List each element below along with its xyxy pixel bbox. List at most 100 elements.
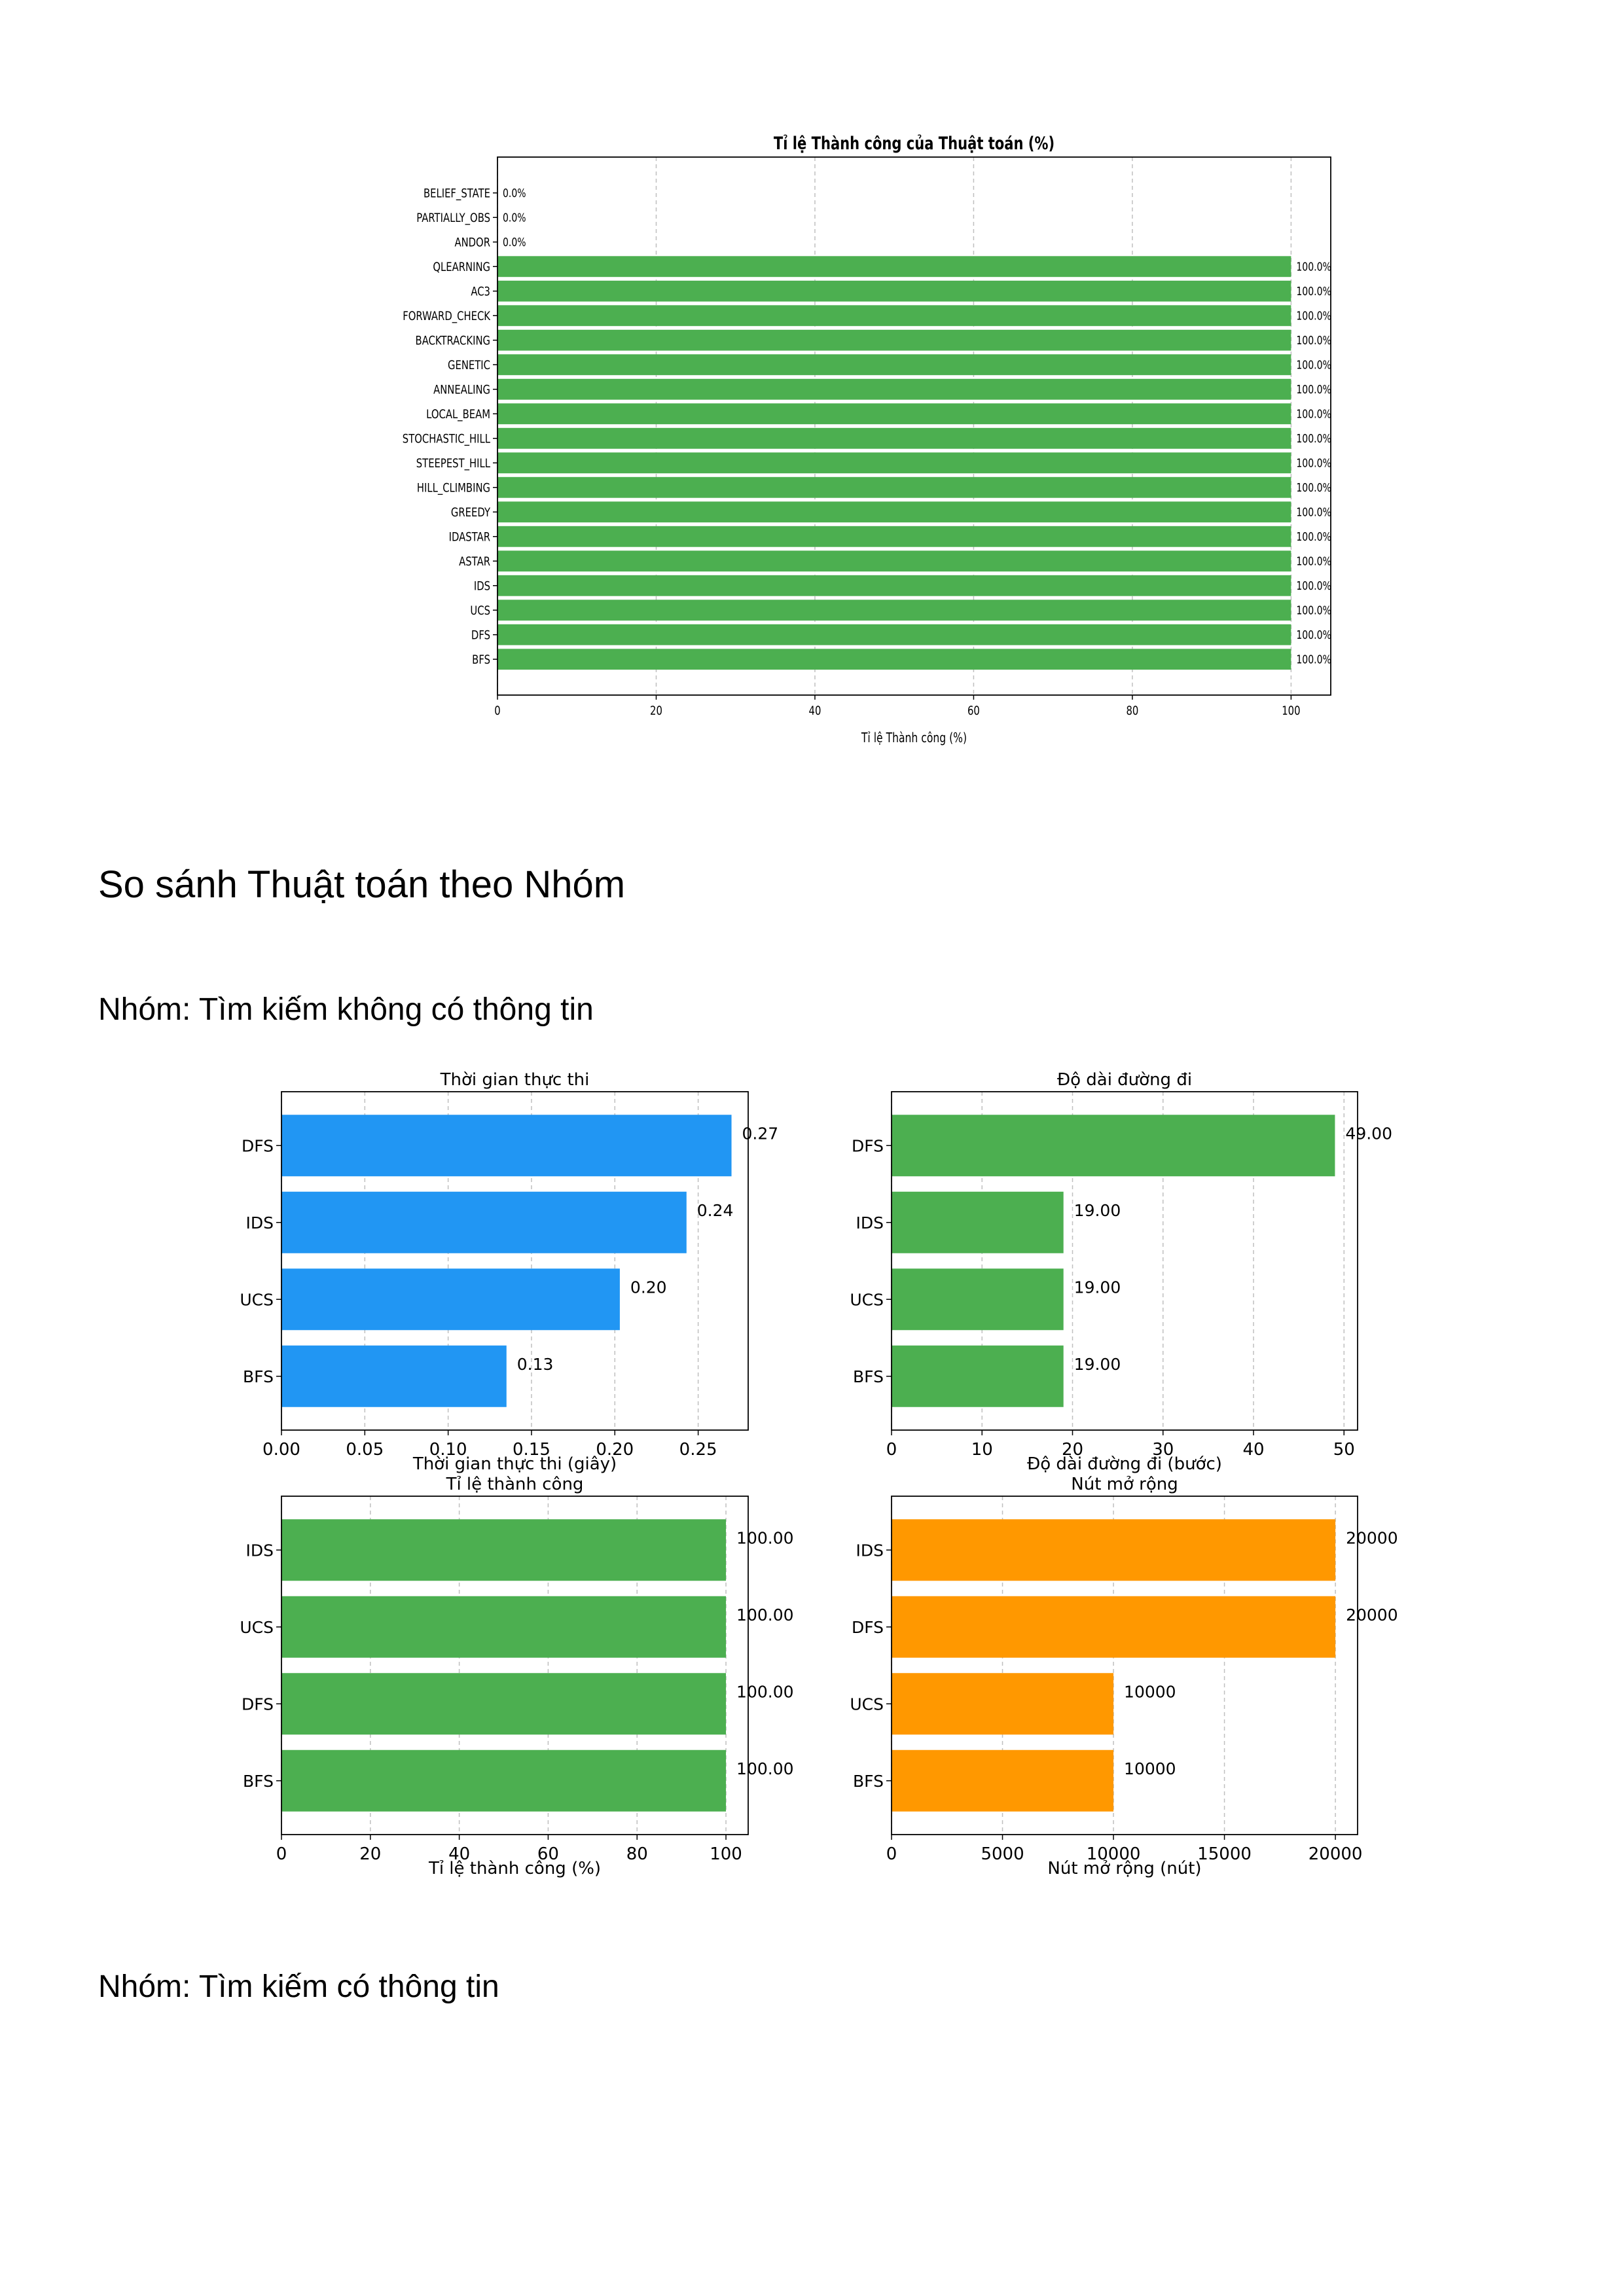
x-tick-label: 60 xyxy=(967,704,980,718)
value-label: 100.0% xyxy=(1296,554,1331,568)
bar-qlearning xyxy=(497,256,1291,278)
category-label: IDS xyxy=(246,1213,274,1232)
bar-ids xyxy=(281,1191,687,1253)
category-label: BFS xyxy=(853,1772,884,1791)
chart-5: 0 5000 10000 15000 20000 IDS 20000 DFS 20000 UCS 1… xyxy=(850,1475,1398,1878)
bar-ids xyxy=(892,1519,1336,1581)
x-axis-label: Thời gian thực thi (giây) xyxy=(412,1454,617,1474)
bar-hill-climbing xyxy=(497,476,1291,498)
category-label: UCS xyxy=(470,603,490,618)
x-tick-label: 100 xyxy=(1282,704,1300,718)
value-label: 100.0% xyxy=(1296,456,1331,470)
category-label: STEEPEST_HILL xyxy=(416,456,491,471)
x-tick-label: 80 xyxy=(626,1844,648,1864)
value-label: 100.00 xyxy=(736,1682,793,1701)
bar-ucs xyxy=(281,1268,620,1331)
value-label: 100.0% xyxy=(1296,260,1331,274)
plot-frame xyxy=(281,1091,749,1431)
bar-ids xyxy=(497,575,1291,596)
value-label: 100.00 xyxy=(736,1528,793,1547)
value-label: 10000 xyxy=(1124,1682,1176,1701)
bar-local-beam xyxy=(497,403,1291,425)
category-label: IDS xyxy=(856,1213,884,1232)
category-label: BFS xyxy=(472,653,490,667)
x-tick-label: 0.05 xyxy=(346,1440,384,1460)
x-axis-label: Độ dài đường đi (bước) xyxy=(1027,1454,1222,1474)
x-tick-label: 0.25 xyxy=(679,1440,717,1460)
value-label: 100.0% xyxy=(1296,505,1331,519)
category-label: HILL_CLIMBING xyxy=(417,481,490,495)
x-tick-label: 0.00 xyxy=(262,1440,300,1460)
bar-forward-check xyxy=(497,305,1291,327)
chart-title: Tỉ lệ thành công xyxy=(446,1475,584,1494)
value-label: 100.0% xyxy=(1296,285,1331,298)
value-label: 0.27 xyxy=(742,1124,779,1143)
category-label: QLEARNING xyxy=(433,260,490,274)
section-title: So sánh Thuật toán theo Nhóm xyxy=(98,863,626,906)
x-tick-label: 5000 xyxy=(981,1844,1024,1864)
x-tick-label: 100 xyxy=(710,1844,742,1864)
value-label: 0.13 xyxy=(517,1355,554,1374)
category-label: ANNEALING xyxy=(433,383,490,397)
x-axis-label: Tỉ lệ thành công (%) xyxy=(428,1859,601,1878)
bar-ucs xyxy=(497,600,1291,621)
x-tick-label: 60 xyxy=(537,1844,559,1864)
value-label: 100.0% xyxy=(1296,432,1331,446)
value-label: 100.0% xyxy=(1296,481,1331,495)
category-label: IDS xyxy=(246,1541,274,1560)
category-label: LOCAL_BEAM xyxy=(426,407,490,422)
bar-dfs xyxy=(892,1115,1335,1177)
bar-ids xyxy=(892,1191,1064,1253)
value-label: 0.0% xyxy=(503,187,526,200)
group-informed-title: Nhóm: Tìm kiếm có thông tin xyxy=(98,1969,499,2004)
plot-frame xyxy=(497,156,1331,696)
category-label: FORWARD_CHECK xyxy=(403,309,490,323)
bar-dfs xyxy=(892,1596,1336,1658)
chart-1: 0 20 40 60 80 100 BELIEF_STATE 0.0% PARTIALLY_OB… xyxy=(403,133,1331,746)
chart-3: 0 10 20 30 40 50 DFS 49.00 IDS 19.00 UCS 19.00 BFS 19… xyxy=(850,1070,1392,1474)
group-uninformed-title: Nhóm: Tìm kiếm không có thông tin xyxy=(98,992,594,1027)
x-axis-label: Nút mở rộng (nút) xyxy=(1047,1859,1201,1878)
bar-ids xyxy=(281,1519,727,1581)
x-tick-label: 20 xyxy=(650,704,662,718)
category-label: UCS xyxy=(850,1695,884,1713)
value-label: 100.0% xyxy=(1296,579,1331,593)
category-label: BFS xyxy=(243,1367,274,1386)
bar-bfs xyxy=(497,649,1291,670)
chart-title: Thời gian thực thi xyxy=(440,1070,590,1090)
category-label: DFS xyxy=(242,1695,274,1713)
category-label: IDS xyxy=(856,1541,884,1560)
value-label: 0.0% xyxy=(503,236,526,249)
bar-bfs xyxy=(281,1749,727,1812)
plot-frame xyxy=(891,1091,1358,1431)
x-tick-label: 0 xyxy=(886,1440,897,1460)
bar-ucs xyxy=(892,1268,1064,1331)
value-label: 100.0% xyxy=(1296,628,1331,642)
bar-steepest-hill xyxy=(497,452,1291,474)
value-label: 100.0% xyxy=(1296,653,1331,666)
value-label: 100.0% xyxy=(1296,603,1331,617)
bar-genetic xyxy=(497,354,1291,376)
chart-4: 0 20 40 60 80 100 IDS 100.00 UCS 100.00 DFS 100.00 B… xyxy=(240,1475,793,1878)
category-label: IDASTAR xyxy=(449,530,490,545)
value-label: 100.00 xyxy=(736,1605,793,1624)
x-tick-label: 0 xyxy=(276,1844,287,1864)
category-label: GENETIC xyxy=(448,358,490,372)
x-tick-label: 15000 xyxy=(1197,1844,1252,1864)
value-label: 100.0% xyxy=(1296,530,1331,544)
category-label: BELIEF_STATE xyxy=(424,187,490,201)
value-label: 20000 xyxy=(1346,1528,1398,1547)
value-label: 0.24 xyxy=(697,1201,734,1220)
bar-dfs xyxy=(281,1115,732,1177)
bar-greedy xyxy=(497,501,1291,523)
category-label: BFS xyxy=(243,1772,274,1791)
bar-stochastic-hill xyxy=(497,427,1291,449)
x-tick-label: 40 xyxy=(1242,1440,1264,1460)
chart-2: 0.00 0.05 0.10 0.15 0.20 0.25 DFS 0.27 IDS 0.24 UC… xyxy=(240,1070,778,1474)
bar-dfs xyxy=(281,1673,727,1735)
category-label: STOCHASTIC_HILL xyxy=(403,432,491,446)
x-tick-label: 20 xyxy=(1062,1440,1083,1460)
x-tick-label: 20 xyxy=(359,1844,381,1864)
x-tick-label: 10000 xyxy=(1087,1844,1141,1864)
x-tick-label: 0 xyxy=(886,1844,897,1864)
